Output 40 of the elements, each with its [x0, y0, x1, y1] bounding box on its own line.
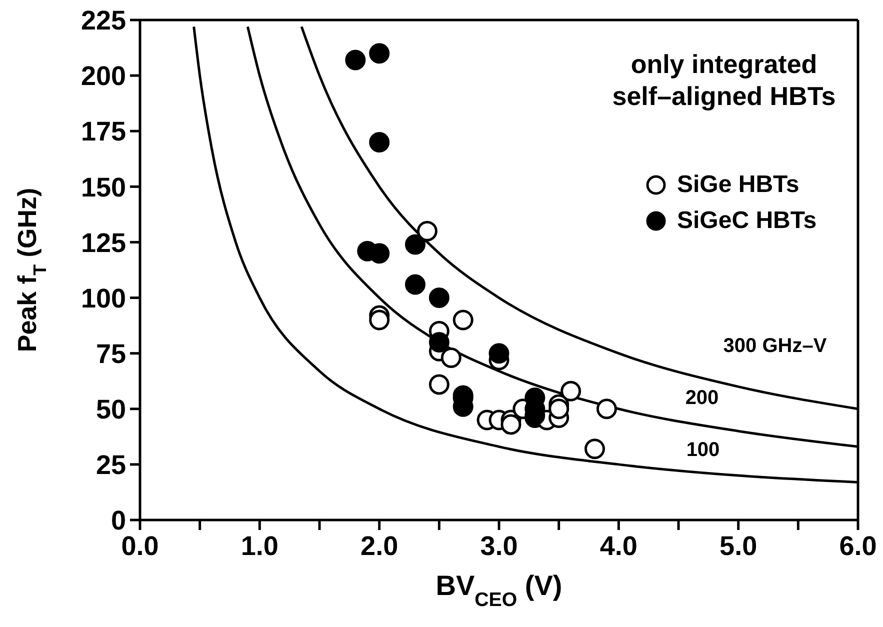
y-tick-label: 225: [80, 6, 126, 36]
y-tick-label: 25: [96, 450, 126, 480]
point: [488, 343, 510, 364]
annotation: 300 GHz–V: [722, 334, 828, 358]
point: [345, 50, 366, 70]
point: [560, 380, 582, 402]
point: [428, 374, 450, 395]
y-tick-label: 200: [80, 61, 126, 92]
x-tick-label: 4.0: [600, 531, 638, 562]
point: [584, 438, 605, 460]
legend-label: SiGeC HBTs: [677, 207, 817, 235]
point: [369, 310, 390, 330]
point: [404, 234, 426, 255]
x-tick-label: 2.0: [360, 531, 398, 562]
annotation: 200: [684, 386, 720, 410]
x-tick-label: 1.0: [240, 531, 278, 562]
point: [452, 310, 474, 330]
x-tick-label: 6.0: [839, 531, 877, 562]
point: [440, 348, 462, 368]
point: [369, 132, 390, 152]
y-tick-label: 75: [96, 338, 126, 369]
x-tick-label: 3.0: [480, 531, 518, 562]
annotation: only integrated self–aligned HBTs: [611, 48, 837, 112]
point: [428, 288, 450, 308]
x-axis-title: BV$_{CEO}$ (V): [436, 570, 562, 611]
y-tick-label: 100: [80, 283, 126, 314]
point: [500, 414, 522, 435]
point: [428, 332, 450, 352]
y-tick-label: 50: [96, 394, 126, 424]
point: [369, 43, 390, 64]
point: [548, 398, 570, 420]
point: [404, 274, 426, 295]
point: [596, 398, 617, 420]
y-tick-label: 150: [80, 172, 126, 202]
annotation: 100: [685, 438, 721, 462]
x-tick-label: 5.0: [720, 531, 758, 562]
y-tick-label: 125: [80, 228, 126, 258]
y-tick-label: 175: [80, 116, 126, 147]
legend-label: SiGe HBTs: [677, 171, 800, 199]
point: [416, 220, 438, 242]
